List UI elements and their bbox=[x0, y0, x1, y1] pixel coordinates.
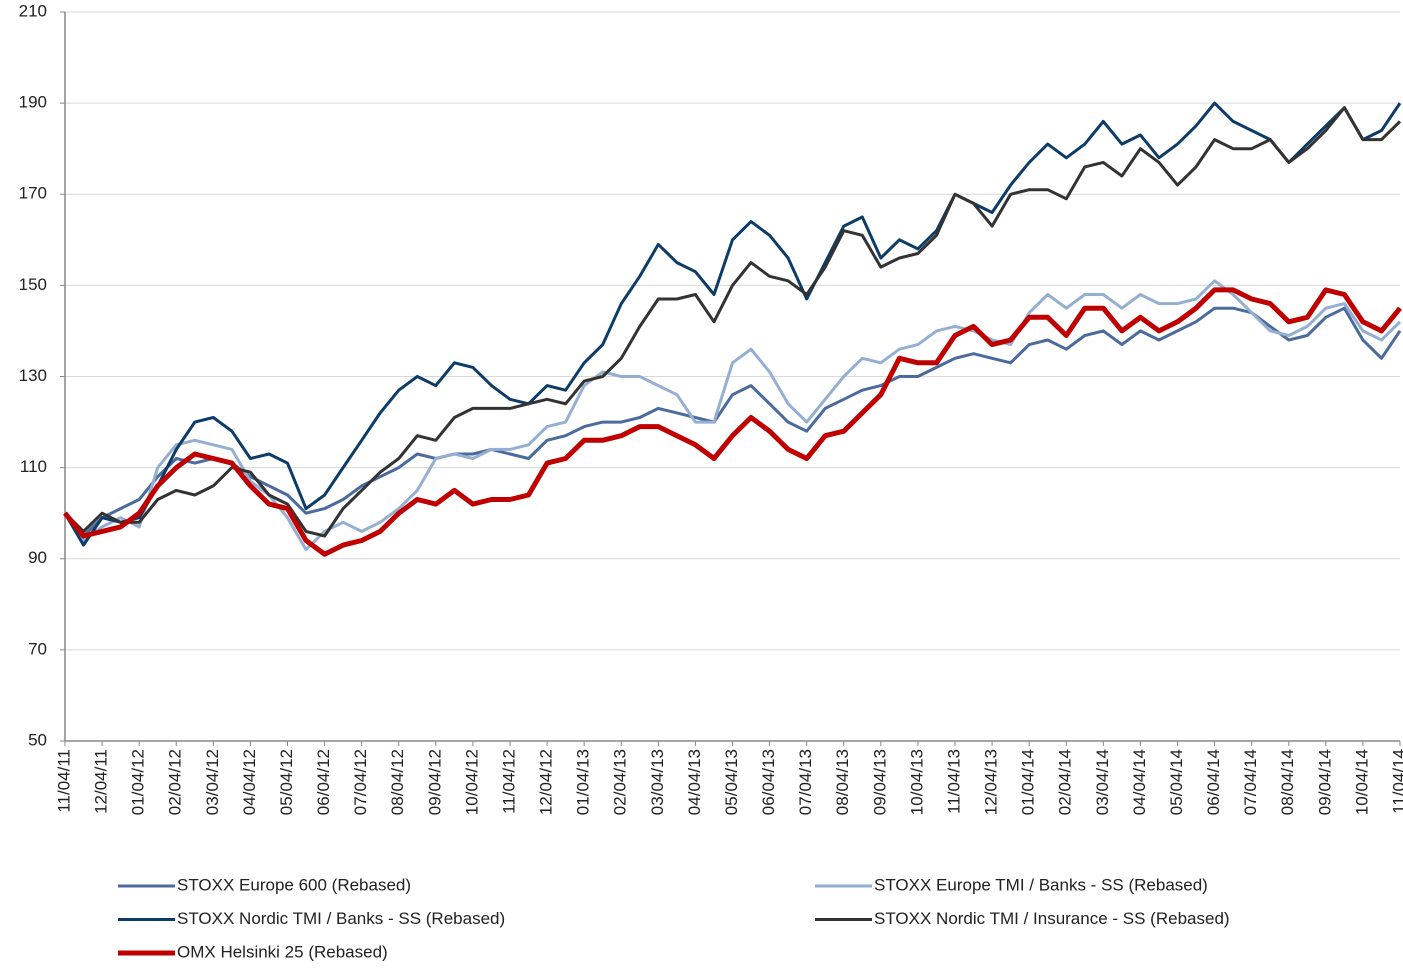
x-tick-label: 05/04/13 bbox=[722, 749, 741, 815]
series-line bbox=[63, 106, 1402, 538]
x-tick-label: 05/04/12 bbox=[277, 749, 296, 815]
legend-label: OMX Helsinki 25 (Rebased) bbox=[177, 942, 388, 961]
x-tick-label: 06/04/13 bbox=[759, 749, 778, 815]
x-tick-label: 06/04/12 bbox=[314, 749, 333, 815]
x-tick-label: 12/04/13 bbox=[982, 749, 1001, 815]
x-tick-label: 11/04/11 bbox=[54, 749, 73, 813]
legend-label: STOXX Nordic TMI / Banks - SS (Rebased) bbox=[177, 909, 505, 928]
y-tick-label: 130 bbox=[19, 366, 47, 385]
x-tick-label: 03/04/12 bbox=[203, 749, 222, 815]
y-tick-label: 210 bbox=[19, 1, 47, 20]
x-tick-label: 02/04/14 bbox=[1056, 749, 1075, 815]
x-tick-label: 07/04/12 bbox=[351, 749, 370, 815]
x-tick-label: 12/04/11 bbox=[92, 749, 111, 814]
x-tick-label: 10/04/14 bbox=[1352, 749, 1371, 815]
legend-label: STOXX Europe TMI / Banks - SS (Rebased) bbox=[874, 875, 1208, 894]
series-line bbox=[63, 306, 1402, 538]
y-tick-label: 190 bbox=[19, 93, 47, 112]
y-tick-label: 170 bbox=[19, 184, 47, 203]
x-tick-label: 08/04/12 bbox=[388, 749, 407, 815]
y-tick-label: 50 bbox=[28, 730, 47, 749]
series-line bbox=[63, 287, 1402, 557]
x-tick-label: 11/04/13 bbox=[944, 749, 963, 814]
y-tick-label: 70 bbox=[28, 639, 47, 658]
x-tick-label: 05/04/14 bbox=[1167, 749, 1186, 815]
y-tick-label: 110 bbox=[20, 457, 47, 476]
x-tick-label: 11/04/14 bbox=[1389, 749, 1403, 814]
x-tick-label: 10/04/13 bbox=[907, 749, 926, 815]
x-tick-label: 10/04/12 bbox=[462, 749, 481, 815]
series-line bbox=[63, 101, 1402, 547]
x-tick-label: 11/04/12 bbox=[499, 749, 518, 814]
x-tick-label: 08/04/13 bbox=[833, 749, 852, 815]
x-tick-label: 12/04/12 bbox=[537, 749, 556, 815]
x-tick-label: 07/04/14 bbox=[1241, 749, 1260, 815]
x-tick-label: 01/04/12 bbox=[129, 749, 148, 815]
x-tick-label: 02/04/12 bbox=[166, 749, 185, 815]
x-tick-label: 09/04/12 bbox=[425, 749, 444, 815]
x-tick-label: 09/04/13 bbox=[870, 749, 889, 815]
x-tick-label: 02/04/13 bbox=[611, 749, 630, 815]
legend-label: STOXX Nordic TMI / Insurance - SS (Rebas… bbox=[874, 909, 1230, 928]
x-tick-label: 01/04/14 bbox=[1019, 749, 1038, 815]
x-tick-label: 04/04/12 bbox=[240, 749, 259, 815]
x-tick-label: 06/04/14 bbox=[1204, 749, 1223, 815]
x-tick-label: 08/04/14 bbox=[1278, 749, 1297, 815]
legend-label: STOXX Europe 600 (Rebased) bbox=[177, 875, 411, 894]
y-tick-label: 90 bbox=[28, 548, 47, 567]
x-tick-label: 03/04/13 bbox=[648, 749, 667, 815]
x-tick-label: 04/04/14 bbox=[1130, 749, 1149, 815]
x-tick-label: 04/04/13 bbox=[685, 749, 704, 815]
x-tick-label: 09/04/14 bbox=[1315, 749, 1334, 815]
series-line bbox=[63, 279, 1402, 552]
y-tick-label: 150 bbox=[19, 275, 47, 294]
x-tick-label: 01/04/13 bbox=[574, 749, 593, 815]
x-tick-label: 03/04/14 bbox=[1093, 749, 1112, 815]
x-tick-label: 07/04/13 bbox=[796, 749, 815, 815]
